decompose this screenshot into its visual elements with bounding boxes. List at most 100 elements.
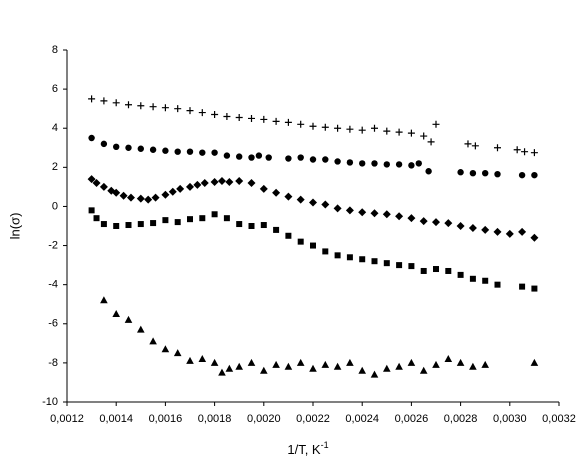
- point: [530, 358, 539, 366]
- point: [334, 252, 341, 259]
- point: [162, 217, 169, 224]
- point: [285, 232, 292, 239]
- y-tick-label: 6: [52, 83, 58, 95]
- point: [93, 215, 100, 222]
- point: [471, 142, 479, 150]
- x-tick-label: 0,0016: [149, 413, 183, 425]
- point: [272, 117, 280, 125]
- point: [198, 109, 206, 117]
- point: [469, 275, 476, 282]
- point: [481, 360, 489, 368]
- point: [309, 156, 317, 163]
- point: [272, 188, 281, 197]
- x-tick-label: 0,0018: [198, 413, 232, 425]
- point: [125, 222, 132, 229]
- point: [358, 366, 366, 374]
- point: [420, 267, 427, 274]
- point: [187, 216, 193, 223]
- point: [125, 101, 132, 109]
- point: [334, 124, 342, 132]
- point: [383, 161, 390, 168]
- point: [521, 148, 529, 156]
- point: [309, 198, 317, 207]
- point: [112, 188, 121, 197]
- x-axis-label-text: 1/T, K: [287, 442, 321, 457]
- point: [469, 170, 477, 177]
- point: [444, 354, 453, 362]
- point: [186, 107, 194, 115]
- y-tick-label: -4: [48, 279, 58, 291]
- point: [161, 190, 170, 199]
- point: [297, 238, 304, 245]
- point: [432, 120, 440, 128]
- point: [345, 206, 354, 215]
- point: [457, 271, 464, 278]
- point: [272, 360, 280, 368]
- point: [333, 204, 342, 213]
- point: [494, 144, 501, 152]
- point: [321, 123, 329, 131]
- y-tick-label: -10: [42, 396, 58, 408]
- point: [235, 177, 244, 186]
- point: [265, 154, 272, 161]
- point: [407, 129, 415, 137]
- y-tick-label: -8: [48, 357, 58, 369]
- point: [456, 222, 465, 230]
- point: [223, 215, 230, 222]
- point: [174, 105, 182, 113]
- point: [199, 149, 206, 156]
- point: [186, 182, 194, 191]
- point: [518, 171, 526, 179]
- point: [395, 212, 404, 221]
- point: [211, 211, 218, 218]
- point: [144, 195, 153, 204]
- point: [445, 267, 452, 274]
- x-tick-label: 0,0014: [99, 413, 133, 425]
- point: [346, 125, 354, 133]
- point: [247, 178, 256, 187]
- point: [310, 242, 316, 249]
- point: [309, 122, 317, 130]
- point: [149, 337, 157, 345]
- point: [481, 225, 490, 234]
- point: [161, 345, 170, 353]
- point: [444, 219, 453, 228]
- point: [395, 161, 403, 168]
- point: [124, 315, 133, 323]
- point: [284, 118, 292, 126]
- point: [321, 360, 330, 368]
- point: [482, 277, 489, 284]
- x-tick-label: 0,0026: [395, 413, 429, 425]
- point: [513, 146, 521, 154]
- point: [482, 170, 489, 177]
- point: [225, 178, 234, 186]
- point: [248, 223, 255, 229]
- point: [383, 260, 390, 267]
- point: [260, 222, 267, 229]
- point: [137, 145, 144, 152]
- y-tick-label: 2: [52, 161, 58, 173]
- x-tick-label: 0,0020: [247, 413, 281, 425]
- point: [273, 226, 280, 233]
- point: [285, 155, 292, 162]
- point: [223, 112, 231, 120]
- point: [371, 258, 378, 265]
- x-tick-label: 0,0012: [50, 413, 84, 425]
- point: [151, 193, 160, 202]
- point: [113, 223, 120, 229]
- point: [493, 227, 502, 236]
- point: [519, 283, 526, 290]
- point: [173, 349, 182, 357]
- x-tick-label: 0,0028: [444, 413, 478, 425]
- point: [469, 362, 477, 370]
- point: [346, 254, 353, 261]
- point: [88, 207, 95, 214]
- point: [186, 356, 194, 364]
- point: [125, 144, 132, 151]
- point: [457, 169, 464, 176]
- point: [530, 149, 538, 157]
- point: [396, 262, 403, 269]
- point: [200, 178, 209, 187]
- point: [296, 358, 305, 366]
